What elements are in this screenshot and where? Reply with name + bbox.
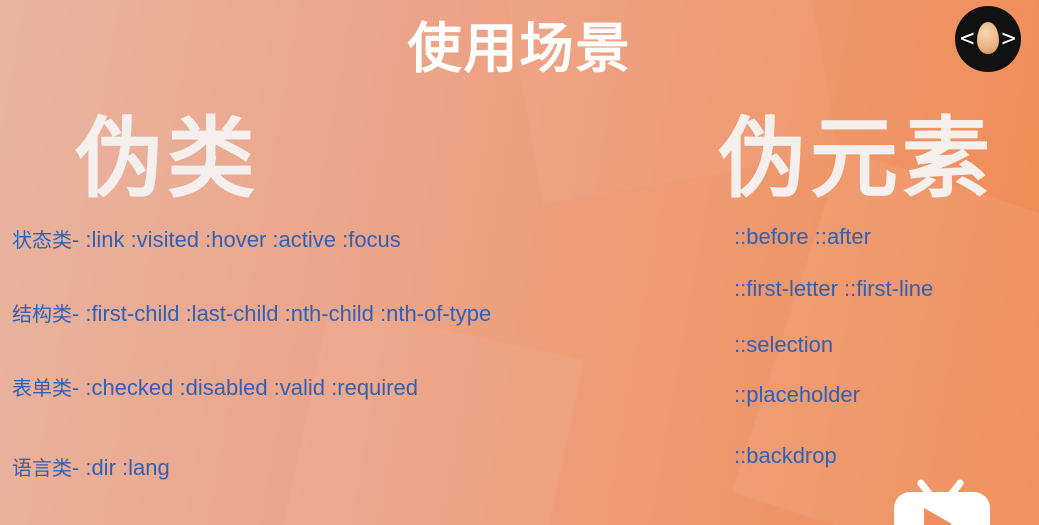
background-shape <box>275 305 585 525</box>
selector-list: :link :visited :hover :active :focus <box>79 227 401 252</box>
logo-left-bracket: < <box>960 24 975 52</box>
category-label: 状态类- <box>12 228 80 252</box>
play-triangle-icon <box>924 508 952 525</box>
pseudo-element-item: ::placeholder <box>734 382 860 407</box>
pseudo-class-row-form: 表单类- :checked :disabled :valid :required <box>12 372 418 401</box>
pseudo-element-item: ::before ::after <box>734 224 871 249</box>
category-label: 表单类- <box>12 376 80 400</box>
selector-list: :checked :disabled :valid :required <box>79 375 418 400</box>
egg-logo-icon: < > <box>955 6 1021 72</box>
selector-list: :dir :lang <box>79 455 170 480</box>
pseudo-class-row-language: 语言类- :dir :lang <box>12 452 170 481</box>
pseudo-element-item: ::backdrop <box>734 443 837 468</box>
pseudo-element-heading: 伪元素 <box>718 107 995 210</box>
pseudo-class-row-state: 状态类- :link :visited :hover :active :focu… <box>12 224 401 253</box>
pseudo-class-heading: 伪类 <box>75 107 260 210</box>
selector-list: :first-child :last-child :nth-child :nth… <box>79 301 492 326</box>
category-label: 结构类- <box>12 302 80 326</box>
pseudo-class-row-structure: 结构类- :first-child :last-child :nth-child… <box>12 298 491 327</box>
page-title: 使用场景 <box>407 17 632 80</box>
tv-play-icon <box>894 478 990 525</box>
category-label: 语言类- <box>12 456 80 480</box>
egg-icon <box>977 22 999 54</box>
pseudo-element-item: ::selection <box>734 332 834 357</box>
logo-right-bracket: > <box>1001 24 1016 52</box>
pseudo-element-item: ::first-letter ::first-line <box>734 276 934 301</box>
